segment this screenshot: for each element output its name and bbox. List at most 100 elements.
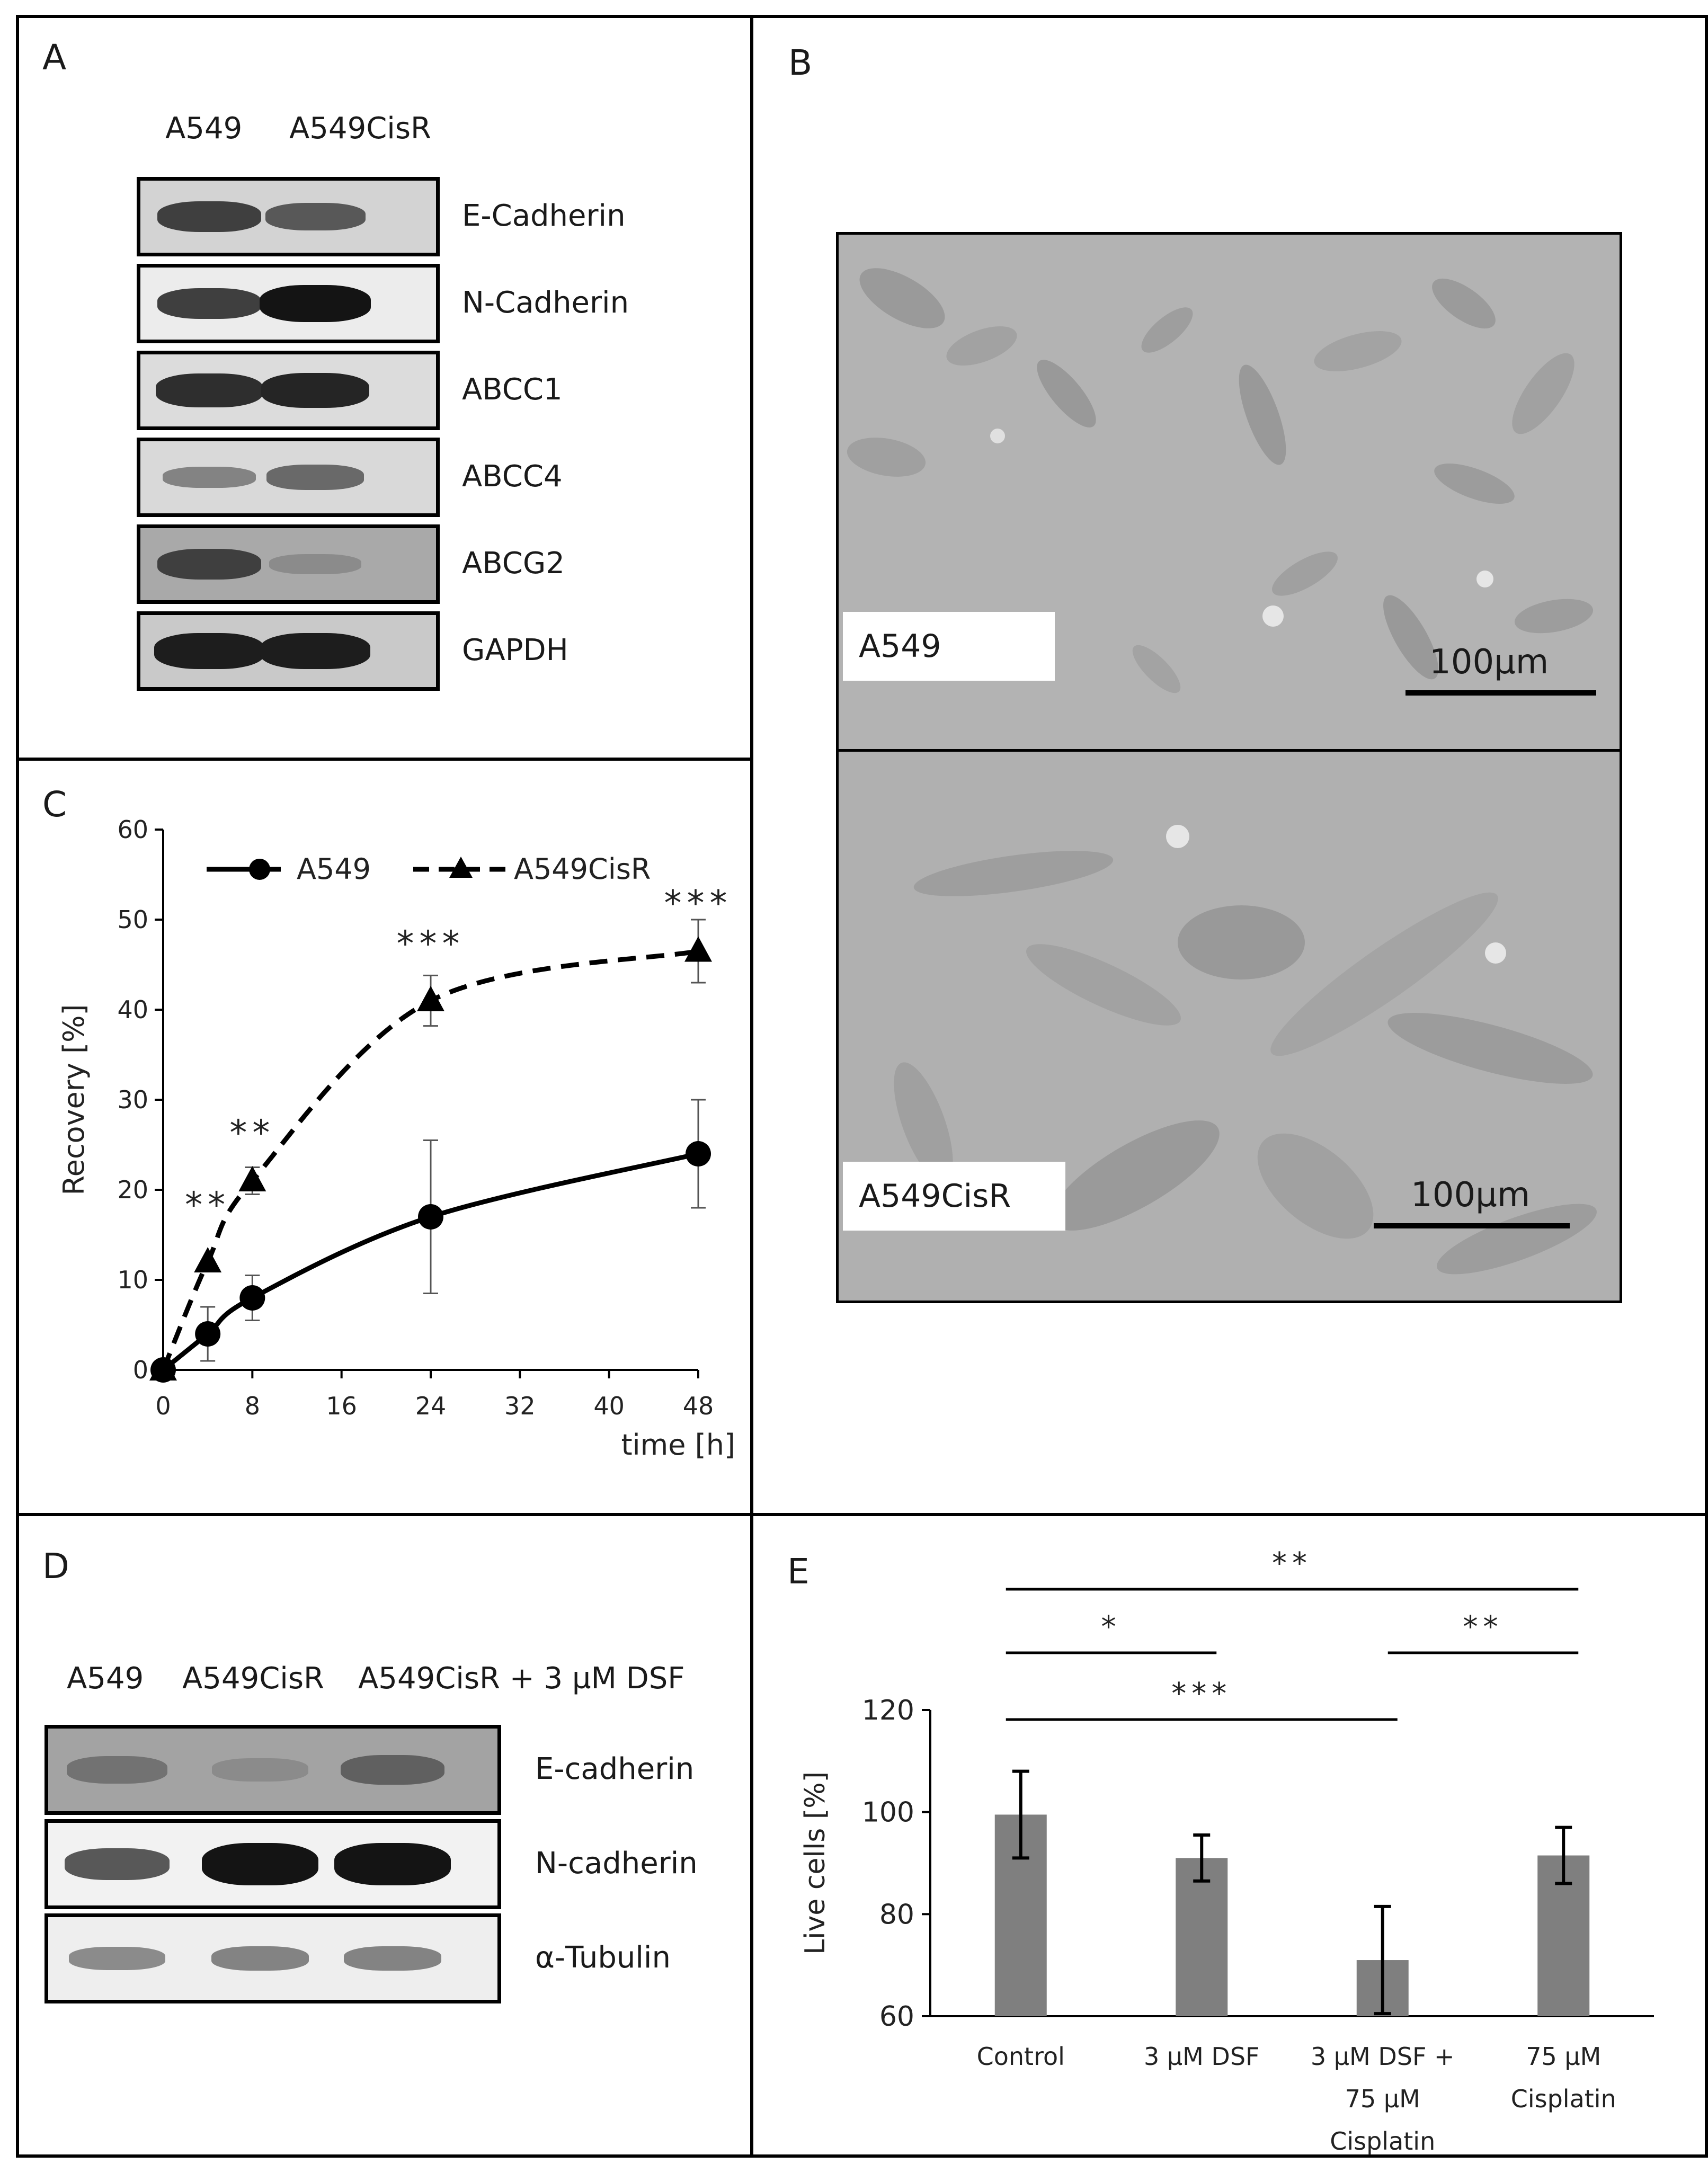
- blot-d-label-tubulin: α-Tubulin: [535, 1940, 671, 1975]
- blot-d-column-a549cisr-dsf: A549CisR + 3 µM DSF: [358, 1661, 685, 1696]
- chart-c-legend-label-a549: A549: [297, 852, 371, 886]
- chart-e: 60 80 100 120 Live cells [%] Control 3 µM DSF 3…: [799, 1546, 1654, 2156]
- blot-a-strip-abcg2: [137, 524, 440, 604]
- blot-a-label-e-cadherin: E-Cadherin: [462, 199, 626, 233]
- blot-a-strip-n-cadherin: [137, 264, 440, 343]
- chart-c-point-a549cisr: [238, 1166, 266, 1191]
- blot-a-band: [157, 548, 262, 580]
- micrograph-a549-cells: [847, 268, 1594, 693]
- blot-a-column-a549: A549: [165, 111, 243, 146]
- chart-e-category-label: 75 µM: [1345, 2085, 1420, 2113]
- chart-e-significance-marker: *: [1101, 1610, 1122, 1644]
- blot-d-band: [334, 1843, 451, 1885]
- blot-a-label-n-cadherin: N-Cadherin: [462, 286, 629, 320]
- blot-a-strip-gapdh: [137, 611, 440, 691]
- chart-c-legend-marker: [449, 857, 473, 878]
- chart-e-category-label: 3 µM DSF: [1144, 2042, 1260, 2071]
- micrograph-a549cisr-label: A549CisR: [843, 1162, 1065, 1231]
- chart-e-y-tick-label: 120: [862, 1695, 914, 1726]
- blot-a-band: [155, 373, 263, 407]
- chart-e-category-label: 75 µM: [1526, 2042, 1601, 2071]
- micrograph-a549-scale-bar: [1405, 690, 1596, 696]
- chart-c-point-a549cisr: [417, 986, 444, 1011]
- chart-c-x-tick-label: 24: [415, 1392, 447, 1420]
- horizontal-divider-ac: [16, 758, 753, 761]
- blot-a-band: [269, 554, 361, 575]
- micrograph-a549cisr-scale-text: 100µm: [1411, 1175, 1531, 1215]
- chart-c-y-tick-label: 0: [133, 1356, 148, 1384]
- blot-a-band: [157, 201, 262, 233]
- blot-a-band: [163, 466, 256, 488]
- chart-c-y-label: Recovery [%]: [57, 1004, 91, 1196]
- blot-a-strip-abcc4: [137, 438, 440, 517]
- chart-c-point-a549cisr: [684, 936, 712, 962]
- chart-e-significance-marker: **: [1272, 1546, 1312, 1581]
- blot-a-band: [157, 288, 262, 319]
- chart-e-significance-marker: **: [1463, 1610, 1504, 1644]
- micrograph-a549cisr-scale-bar: [1374, 1223, 1570, 1228]
- chart-e-significance-marker: ***: [1171, 1677, 1232, 1711]
- blot-d-column-a549cisr: A549CisR: [182, 1661, 324, 1696]
- chart-c-significance-marker: ***: [397, 923, 465, 964]
- blot-d-label-n-cadherin: N-cadherin: [535, 1846, 698, 1881]
- chart-c-significance-marker: ***: [664, 883, 733, 924]
- micrograph-a549cisr-cells: [894, 825, 1597, 1275]
- chart-e-category-label: 3 µM DSF +: [1311, 2042, 1455, 2071]
- micrograph-a549: A549 100µm: [836, 232, 1622, 752]
- chart-c-significance-marker: **: [185, 1185, 230, 1225]
- blot-d-band: [202, 1843, 318, 1885]
- blot-a-label-abcc1: ABCC1: [462, 372, 563, 407]
- blot-a-band: [260, 633, 370, 669]
- chart-c-x-tick-label: 32: [504, 1392, 536, 1420]
- blot-a-band: [266, 465, 364, 490]
- panel-letter-d: D: [42, 1546, 69, 1587]
- chart-c-x-tick-label: 8: [245, 1392, 260, 1420]
- panel-letter-c: C: [42, 784, 67, 825]
- micrograph-a549-scale-text: 100µm: [1429, 643, 1549, 682]
- chart-e-category-label: Control: [977, 2042, 1065, 2071]
- blot-a-label-gapdh: GAPDH: [462, 633, 568, 667]
- chart-c-significance-marker: **: [229, 1112, 275, 1153]
- blot-d-band: [212, 1758, 308, 1782]
- chart-e-bar: [1176, 1858, 1228, 2016]
- chart-c-point-a549: [686, 1141, 711, 1166]
- blot-a-band: [261, 373, 370, 408]
- chart-c-x-tick-label: 40: [593, 1392, 625, 1420]
- chart-c-point-a549cisr: [194, 1247, 222, 1272]
- blot-a-strip-e-cadherin: [137, 177, 440, 256]
- vertical-divider-bottom: [750, 1513, 753, 2158]
- chart-c-point-a549: [195, 1321, 221, 1347]
- horizontal-divider-middle: [16, 1513, 1708, 1516]
- chart-c-y-tick-label: 30: [117, 1085, 148, 1114]
- panel-letter-b: B: [788, 42, 813, 83]
- chart-e-y-tick-label: 80: [879, 1899, 914, 1930]
- blot-d-band: [343, 1946, 442, 1971]
- chart-c-legend-label-a549cisr: A549CisR: [514, 852, 651, 886]
- blot-a-strip-abcc1: [137, 351, 440, 430]
- chart-c-y-tick-label: 40: [117, 995, 148, 1024]
- chart-e-category-label: Cisplatin: [1330, 2127, 1435, 2156]
- blot-a-band: [260, 285, 371, 322]
- chart-c-x-tick-label: 16: [326, 1392, 357, 1420]
- blot-d-band: [65, 1848, 170, 1880]
- blot-d-strip-e-cadherin: [45, 1725, 501, 1815]
- blot-a-band: [265, 203, 366, 230]
- chart-e-y-tick-label: 100: [862, 1797, 914, 1829]
- chart-c: 0 10 20 30 40 50 60 0 8 16 24 32 40 48 Recovery [%] tim…: [57, 815, 735, 1462]
- blot-d-band: [67, 1756, 167, 1784]
- blot-d-band: [69, 1947, 165, 1970]
- blot-a-label-abcc4: ABCC4: [462, 459, 563, 494]
- chart-c-legend-marker: [249, 859, 270, 880]
- chart-c-series-line-a549cisr: [161, 949, 699, 1371]
- chart-c-point-a549: [239, 1285, 265, 1311]
- panel-letter-a: A: [42, 37, 67, 78]
- blot-a-band: [154, 633, 264, 669]
- chart-c-x-tick-label: 48: [683, 1392, 714, 1420]
- blot-a-column-a549cisr: A549CisR: [289, 111, 431, 146]
- blot-d-strip-tubulin: [45, 1913, 501, 2003]
- chart-c-y-tick-label: 50: [117, 905, 148, 934]
- chart-c-point-a549: [418, 1204, 443, 1230]
- blot-d-strip-n-cadherin: [45, 1819, 501, 1909]
- chart-c-x-tick-label: 0: [155, 1392, 171, 1420]
- blot-d-band: [211, 1946, 309, 1971]
